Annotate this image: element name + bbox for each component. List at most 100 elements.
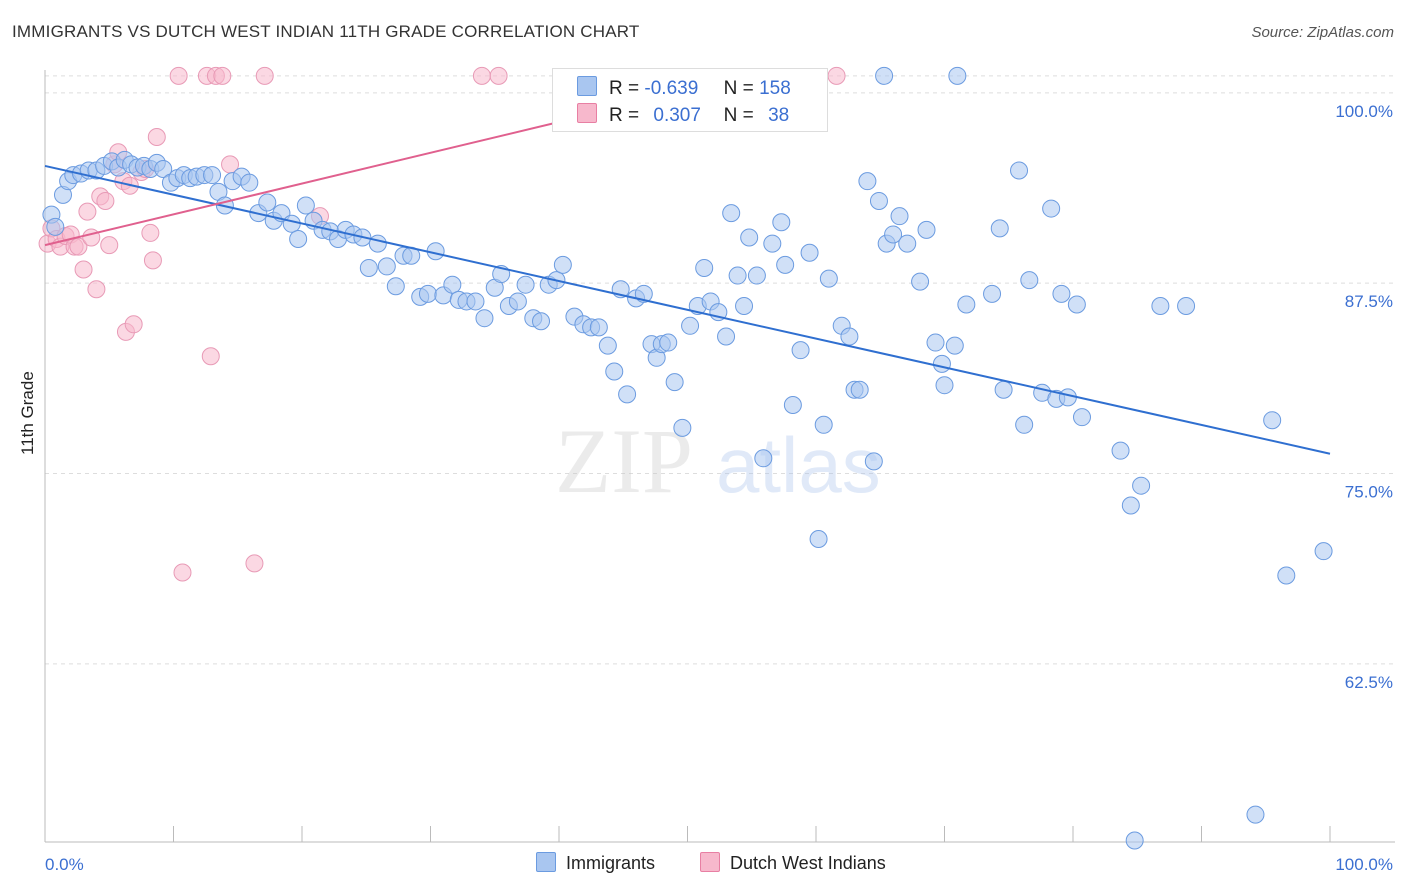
immigrants-point xyxy=(1263,411,1282,430)
immigrants-point xyxy=(368,234,387,253)
immigrants-point xyxy=(890,207,909,226)
legend-row-dutch-west-indians: R = 0.307 N = 38 xyxy=(577,103,789,127)
immigrants-point xyxy=(1121,496,1140,515)
legend-n-label: N = xyxy=(723,105,754,126)
dutch-west-indians-point xyxy=(827,66,846,85)
immigrants-point xyxy=(1151,297,1170,316)
trend-lines xyxy=(44,74,1331,455)
immigrants-point xyxy=(740,228,759,247)
immigrants-point xyxy=(1067,295,1086,314)
immigrants-point xyxy=(875,66,894,85)
x-tick-label: 0.0% xyxy=(45,855,84,874)
stats-legend: R = -0.639 N = 158 R = 0.307 N = 38 xyxy=(552,68,828,132)
immigrants-point xyxy=(1015,415,1034,434)
legend-n-value: 158 xyxy=(759,78,791,99)
immigrants-point xyxy=(840,327,859,346)
immigrants-point xyxy=(154,159,173,178)
immigrants-point xyxy=(1010,161,1029,180)
chart-title: IMMIGRANTS VS DUTCH WEST INDIAN 11TH GRA… xyxy=(12,22,640,41)
immigrants-point xyxy=(1132,476,1151,495)
immigrants-point xyxy=(508,292,527,311)
immigrants-point xyxy=(1277,566,1296,585)
immigrants-point xyxy=(1246,805,1265,824)
immigrants-point xyxy=(864,452,883,471)
immigrants-point xyxy=(605,362,624,381)
immigrants-point xyxy=(945,336,964,355)
immigrants-point xyxy=(809,529,828,548)
immigrants-point xyxy=(553,255,572,274)
immigrants-point xyxy=(1314,542,1333,561)
bottom-legend-swatch-immigrants xyxy=(536,852,556,872)
immigrants-point xyxy=(819,269,838,288)
immigrants-point xyxy=(1042,199,1061,218)
dutch-west-indians-point xyxy=(472,66,491,85)
immigrants-point xyxy=(589,318,608,337)
watermark-zip: ZIP xyxy=(555,410,693,512)
dutch-west-indians-point xyxy=(201,347,220,366)
y-tick-label: 100.0% xyxy=(1335,102,1393,121)
immigrants-point xyxy=(1052,284,1071,303)
immigrants-point xyxy=(443,275,462,294)
legend-r-label: R = xyxy=(609,105,640,126)
immigrants-point xyxy=(618,385,637,404)
immigrants-point xyxy=(791,341,810,360)
immigrants-point xyxy=(990,219,1009,238)
watermark-atlas: atlas xyxy=(716,421,881,509)
immigrants-point xyxy=(1111,441,1130,460)
immigrants-point xyxy=(475,309,494,328)
immigrants-point xyxy=(258,193,277,212)
immigrants-trend-line xyxy=(44,164,1331,455)
immigrants-point xyxy=(869,191,888,210)
immigrants-point xyxy=(948,66,967,85)
immigrants-point xyxy=(776,255,795,274)
immigrants-point xyxy=(772,213,791,232)
immigrants-point xyxy=(1020,271,1039,290)
immigrants-point xyxy=(994,380,1013,399)
immigrants-point xyxy=(282,214,301,233)
x-tick-label: 100.0% xyxy=(1335,855,1393,874)
dutch-west-indians-point xyxy=(489,66,508,85)
dutch-west-indians-point xyxy=(173,563,192,582)
legend-row-immigrants: R = -0.639 N = 158 xyxy=(577,76,791,100)
gridlines xyxy=(45,75,1395,665)
bottom-legend-dutch-west-indians: Dutch West Indians xyxy=(700,852,886,874)
immigrants-point xyxy=(814,415,833,434)
y-tick-label: 75.0% xyxy=(1345,483,1393,502)
immigrants-point xyxy=(598,336,617,355)
legend-r-value: -0.639 xyxy=(644,78,699,99)
immigrants-point xyxy=(728,266,747,285)
immigrants-point xyxy=(377,257,396,276)
immigrants-point xyxy=(1072,408,1091,427)
immigrants-point xyxy=(850,380,869,399)
dutch-west-indians-point xyxy=(245,554,264,573)
y-tick-label: 62.5% xyxy=(1345,673,1393,692)
immigrants-point xyxy=(884,225,903,244)
dutch-west-indians-point xyxy=(169,66,188,85)
series-immigrants xyxy=(42,66,1333,850)
immigrants-point xyxy=(926,333,945,352)
immigrants-point xyxy=(46,217,65,236)
immigrants-point xyxy=(898,234,917,253)
bottom-legend-swatch-dutch-west-indians xyxy=(700,852,720,872)
dutch-west-indians-point xyxy=(124,315,143,334)
legend-n-label: N = xyxy=(723,78,754,99)
immigrants-point xyxy=(911,272,930,291)
immigrants-point xyxy=(735,297,754,316)
watermark: ZIP atlas xyxy=(555,410,881,512)
immigrants-point xyxy=(296,196,315,215)
immigrants-point xyxy=(1058,388,1077,407)
immigrants-point xyxy=(695,258,714,277)
dutch-west-indians-point xyxy=(147,127,166,146)
dutch-west-indians-point xyxy=(213,66,232,85)
bottom-legend-immigrants: Immigrants xyxy=(536,852,655,874)
immigrants-point xyxy=(1177,297,1196,316)
dutch-west-indians-point xyxy=(143,251,162,270)
immigrants-point xyxy=(240,173,259,192)
tick-labels: 62.5% 75.0% 87.5% 100.0% 0.0% 100.0% xyxy=(45,102,1393,874)
axes xyxy=(44,70,1395,843)
immigrants-point xyxy=(763,234,782,253)
legend-swatch-immigrants xyxy=(577,76,597,96)
immigrants-point xyxy=(932,354,951,373)
immigrants-point xyxy=(516,275,535,294)
